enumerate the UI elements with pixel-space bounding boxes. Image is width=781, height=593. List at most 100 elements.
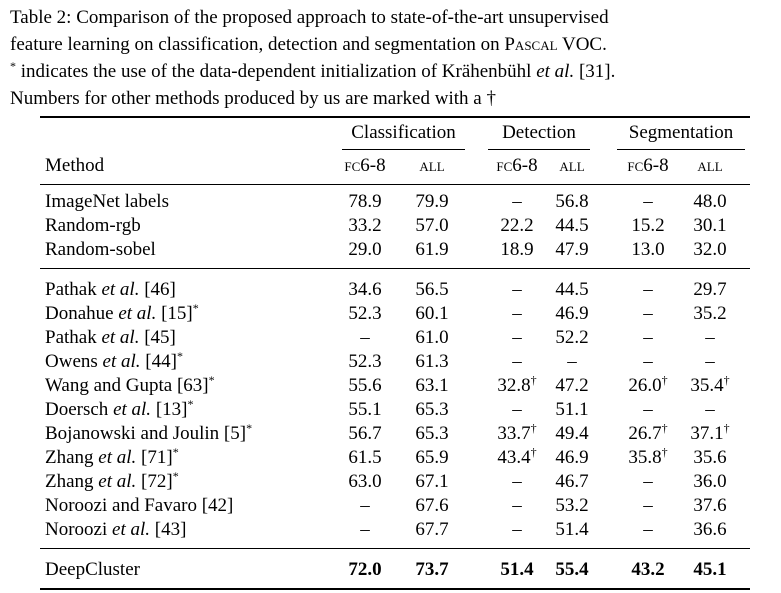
cell: 13.0 [588, 238, 708, 262]
cell: 36.6 [650, 518, 770, 542]
method-name: Donahue et al. [15]* [45, 302, 199, 326]
cell: 32.0 [650, 238, 770, 262]
method-text: Doersch [45, 399, 109, 420]
cell-value: – [643, 495, 653, 516]
cell: 61.9 [372, 238, 492, 262]
cell-value: 51.4 [500, 559, 534, 580]
cell-value: 48.0 [693, 191, 727, 212]
method-text: ImageNet labels [45, 191, 169, 212]
cell-value: 32.8 [497, 375, 531, 396]
cell-value: 53.2 [555, 495, 589, 516]
cell: 56.5 [372, 278, 492, 302]
rule [40, 588, 750, 590]
cell-value: 33.7 [497, 423, 531, 444]
method-ref: [44] [145, 351, 177, 372]
cell: 73.7 [372, 558, 492, 582]
cell-value: – [643, 191, 653, 212]
cell: – [650, 398, 770, 422]
cell-mark: † [661, 373, 668, 387]
method-italic: et al. [113, 399, 152, 420]
cell-mark: † [530, 445, 537, 459]
cell-value: – [643, 351, 653, 372]
cell: 35.6 [650, 446, 770, 470]
cell: 79.9 [372, 190, 492, 214]
cell: 55.1 [305, 398, 425, 422]
cell: 65.9 [372, 446, 492, 470]
cell: – [650, 350, 770, 374]
cell-value: 52.3 [348, 303, 382, 324]
cell: 44.5 [512, 214, 632, 238]
cell: – [588, 470, 708, 494]
cell-value: – [360, 519, 370, 540]
cell-mark: † [530, 421, 537, 435]
cell-value: – [512, 279, 522, 300]
cell: – [588, 302, 708, 326]
method-text: Pathak [45, 279, 97, 300]
cell: – [588, 350, 708, 374]
cell: 52.3 [305, 302, 425, 326]
cell: 32.8† [457, 374, 577, 398]
cell-mark: † [723, 373, 730, 387]
cell: 60.1 [372, 302, 492, 326]
method-ref: [72] [141, 471, 173, 492]
method-mark: * [246, 421, 253, 435]
cell-value: 36.6 [693, 519, 727, 540]
method-name: Bojanowski and Joulin [5]* [45, 422, 252, 446]
cell-value: 79.9 [415, 191, 449, 212]
cell-value: 61.3 [415, 351, 449, 372]
method-text: Random-sobel [45, 239, 156, 260]
cell: – [588, 190, 708, 214]
rule [488, 149, 590, 150]
method-text: DeepCluster [45, 559, 140, 580]
cell: – [305, 494, 425, 518]
cell-value: 22.2 [500, 215, 534, 236]
cell: 51.4 [512, 518, 632, 542]
method-name: Pathak et al. [45] [45, 326, 176, 350]
cell-value: 67.6 [415, 495, 449, 516]
cell: – [457, 302, 577, 326]
cell: 26.7† [588, 422, 708, 446]
cell: 46.9 [512, 302, 632, 326]
cell-value: – [512, 303, 522, 324]
method-text: Zhang [45, 471, 94, 492]
caption-text: Table 2: Comparison of the proposed appr… [10, 7, 609, 28]
cell-value: 35.6 [693, 447, 727, 468]
method-name: Wang and Gupta [63]* [45, 374, 215, 398]
rule [40, 116, 750, 118]
method-ref: [5] [223, 423, 247, 444]
cell-value: 36.0 [693, 471, 727, 492]
cell-value: 72.0 [348, 559, 382, 580]
method-ref: [71] [141, 447, 173, 468]
cell: – [512, 350, 632, 374]
cell-value: 52.3 [348, 351, 382, 372]
cell: 56.7 [305, 422, 425, 446]
cell-value: 13.0 [631, 239, 665, 260]
method-italic: et al. [112, 519, 151, 540]
cell: – [457, 278, 577, 302]
cell-value: 35.8 [628, 447, 662, 468]
method-mark: * [187, 397, 194, 411]
method-name: Pathak et al. [46] [45, 278, 176, 302]
method-text: Random-rgb [45, 215, 141, 236]
cell: – [457, 494, 577, 518]
caption-text: indicates the use of the data-dependent … [20, 61, 532, 82]
caption-mark: * [10, 59, 16, 73]
method-name: ImageNet labels [45, 190, 169, 214]
cell-value: 30.1 [693, 215, 727, 236]
cell: – [305, 326, 425, 350]
cell: 18.9 [457, 238, 577, 262]
column-header: fc6-8 [344, 155, 386, 176]
cell-value: – [643, 399, 653, 420]
cell-value: 37.1 [690, 423, 724, 444]
cell: – [457, 326, 577, 350]
cell: 35.8† [588, 446, 708, 470]
cell: 61.3 [372, 350, 492, 374]
method-name: Zhang et al. [71]* [45, 446, 179, 470]
cell-value: 73.7 [415, 559, 449, 580]
cell-value: – [643, 519, 653, 540]
cell: 44.5 [512, 278, 632, 302]
method-ref: [15] [161, 303, 193, 324]
cell-value: 65.3 [415, 423, 449, 444]
cell-value: 56.5 [415, 279, 449, 300]
cell-value: – [360, 495, 370, 516]
